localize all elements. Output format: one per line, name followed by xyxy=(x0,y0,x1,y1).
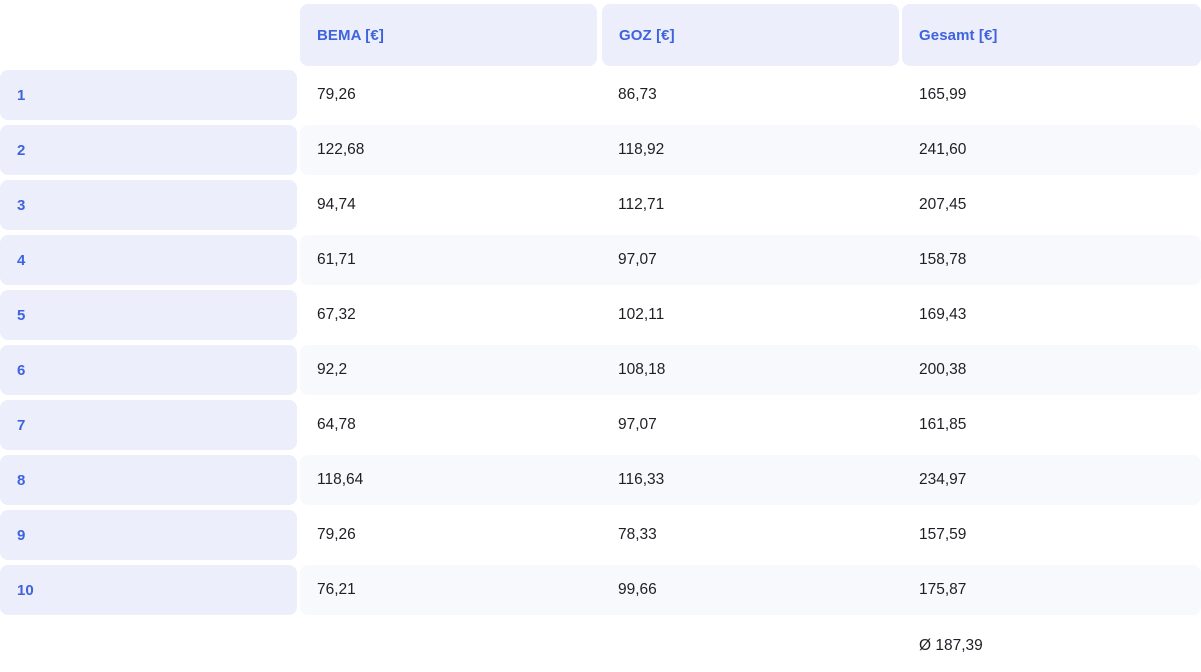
cell-goz: 102,11 xyxy=(618,306,665,323)
row-label-cell: 7 xyxy=(0,400,297,450)
cell-goz: 112,71 xyxy=(618,196,665,213)
cell-bema: 92,2 xyxy=(317,361,348,378)
row-stripe xyxy=(300,510,1201,560)
cell-bema: 76,21 xyxy=(317,581,356,598)
cell-goz: 97,07 xyxy=(618,251,657,268)
table-row: 4 61,71 97,07 158,78 xyxy=(0,235,1201,290)
cell-goz: 108,18 xyxy=(618,361,666,378)
cell-bema: 118,64 xyxy=(317,471,364,488)
row-stripe xyxy=(300,70,1201,120)
column-header-goz: GOZ [€] xyxy=(602,4,899,66)
row-label-cell: 6 xyxy=(0,345,297,395)
cell-bema: 79,26 xyxy=(317,526,356,543)
cell-bema: 61,71 xyxy=(317,251,356,268)
table-row: 8 118,64 116,33 234,97 xyxy=(0,455,1201,510)
row-stripe xyxy=(300,180,1201,230)
row-stripe xyxy=(300,235,1201,285)
column-header-gesamt: Gesamt [€] xyxy=(902,4,1201,66)
row-label-cell: 9 xyxy=(0,510,297,560)
row-label-cell: 3 xyxy=(0,180,297,230)
cell-gesamt: 241,60 xyxy=(919,141,967,158)
gesamt-average-value: Ø 187,39 xyxy=(919,637,983,654)
cell-bema: 94,74 xyxy=(317,196,356,213)
row-stripe xyxy=(300,400,1201,450)
cell-goz: 86,73 xyxy=(618,86,657,103)
cell-goz: 116,33 xyxy=(618,471,665,488)
cell-bema: 64,78 xyxy=(317,416,356,433)
cell-gesamt: 161,85 xyxy=(919,416,967,433)
cell-gesamt: 200,38 xyxy=(919,361,967,378)
cell-gesamt: 158,78 xyxy=(919,251,967,268)
row-stripe xyxy=(300,345,1201,395)
row-label-cell: 1 xyxy=(0,70,297,120)
table-row: 3 94,74 112,71 207,45 xyxy=(0,180,1201,235)
cell-goz: 97,07 xyxy=(618,416,657,433)
cell-goz: 99,66 xyxy=(618,581,657,598)
table-row: 5 67,32 102,11 169,43 xyxy=(0,290,1201,345)
row-stripe xyxy=(300,290,1201,340)
table-row: 9 79,26 78,33 157,59 xyxy=(0,510,1201,565)
row-label-cell: 4 xyxy=(0,235,297,285)
cell-gesamt: 234,97 xyxy=(919,471,967,488)
cell-goz: 78,33 xyxy=(618,526,657,543)
cell-bema: 79,26 xyxy=(317,86,356,103)
row-stripe xyxy=(300,565,1201,615)
table-header-row: BEMA [€] GOZ [€] Gesamt [€] xyxy=(0,4,1201,66)
cell-bema: 67,32 xyxy=(317,306,356,323)
cell-goz: 118,92 xyxy=(618,141,665,158)
row-label-cell: 8 xyxy=(0,455,297,505)
table-body: 1 79,26 86,73 165,99 2 122,68 118,92 241… xyxy=(0,70,1201,672)
row-label-cell: 5 xyxy=(0,290,297,340)
cell-gesamt: 207,45 xyxy=(919,196,967,213)
cell-bema: 122,68 xyxy=(317,141,365,158)
cell-gesamt: 169,43 xyxy=(919,306,967,323)
table-row: 10 76,21 99,66 175,87 xyxy=(0,565,1201,620)
table-footer-row: Ø 187,39 xyxy=(0,620,1201,672)
cell-gesamt: 165,99 xyxy=(919,86,967,103)
table-row: 1 79,26 86,73 165,99 xyxy=(0,70,1201,125)
cell-gesamt: 157,59 xyxy=(919,526,967,543)
row-stripe xyxy=(300,125,1201,175)
row-stripe xyxy=(300,455,1201,505)
table-row: 7 64,78 97,07 161,85 xyxy=(0,400,1201,455)
column-header-bema: BEMA [€] xyxy=(300,4,597,66)
table-row: 6 92,2 108,18 200,38 xyxy=(0,345,1201,400)
row-label-cell: 2 xyxy=(0,125,297,175)
row-label-cell: 10 xyxy=(0,565,297,615)
table-row: 2 122,68 118,92 241,60 xyxy=(0,125,1201,180)
cell-gesamt: 175,87 xyxy=(919,581,967,598)
